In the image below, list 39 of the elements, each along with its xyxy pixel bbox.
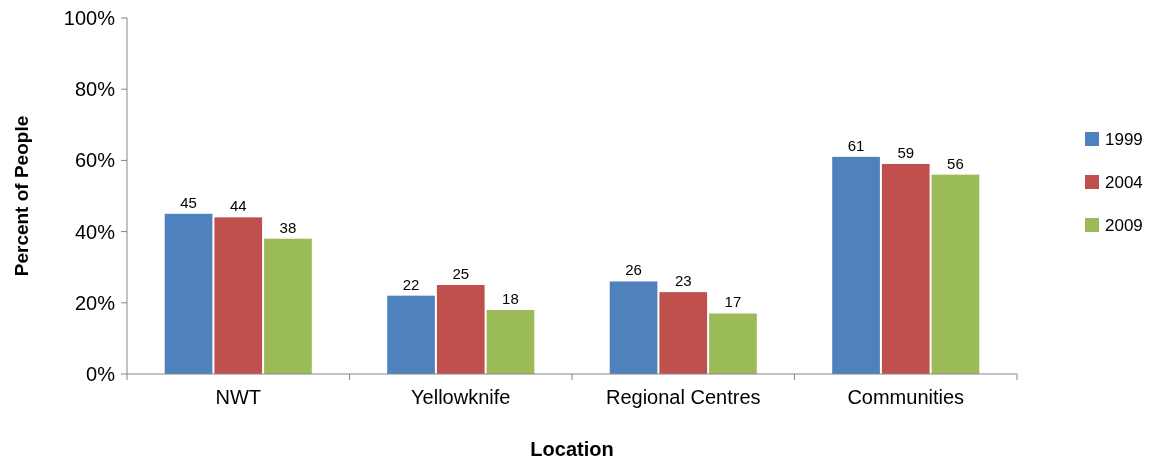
data-label: 44 [229, 197, 247, 215]
legend-label: 2004 [1105, 172, 1143, 192]
data-label: 56 [947, 154, 964, 172]
bar [486, 309, 535, 374]
bar [214, 217, 263, 374]
x-tick-label: Yellowknife [411, 386, 511, 408]
bar [709, 313, 757, 374]
x-tick-label: NWT [215, 386, 262, 408]
bar [164, 213, 213, 374]
y-tick-label: 0% [86, 363, 116, 385]
bar [436, 285, 485, 374]
bar [881, 163, 930, 374]
data-label: 18 [502, 289, 519, 307]
data-label: 59 [897, 143, 915, 161]
bar [387, 295, 435, 374]
legend-label: 2009 [1105, 215, 1143, 235]
y-tick-label: 100% [63, 7, 116, 29]
data-label: 25 [452, 265, 470, 282]
data-label: 26 [625, 261, 642, 279]
y-tick-label: 40% [74, 220, 116, 243]
y-tick-label: 20% [74, 291, 116, 314]
legend-label: 1999 [1105, 129, 1143, 149]
data-label: 17 [724, 293, 742, 311]
bar [659, 292, 708, 374]
data-label: 61 [847, 136, 865, 154]
x-tick-label: Communities [847, 386, 965, 408]
x-tick-label: Regional Centres [605, 386, 761, 408]
y-tick-label: 80% [74, 78, 116, 101]
y-axis-title: Percent of People [11, 115, 32, 277]
y-tick-label: 60% [74, 149, 116, 172]
x-axis-title: Location [530, 438, 614, 460]
data-label: 38 [279, 218, 297, 236]
data-label: 23 [674, 272, 692, 290]
data-label: 45 [180, 193, 197, 211]
bar [931, 174, 980, 374]
bar [832, 156, 880, 374]
data-label: 22 [402, 275, 420, 293]
bar [609, 281, 658, 374]
bar [264, 238, 312, 374]
